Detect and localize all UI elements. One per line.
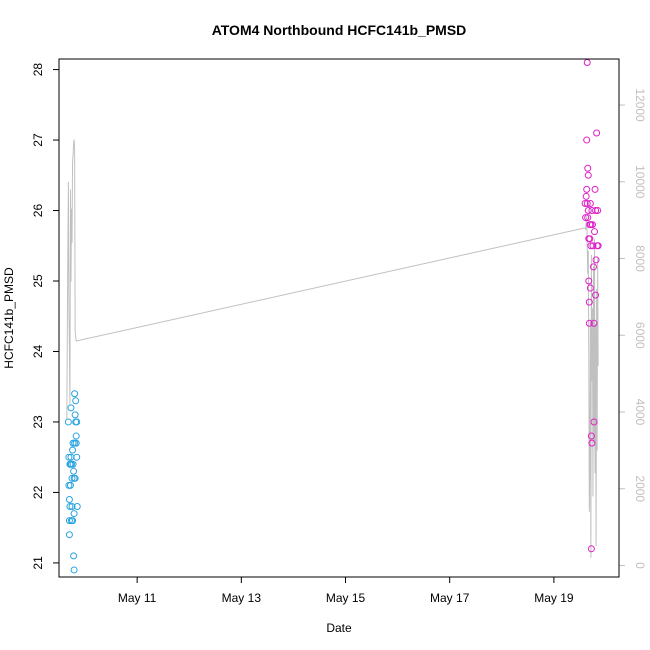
data-point: [69, 460, 77, 468]
data-point: [586, 235, 594, 243]
y-tick-label: 25: [31, 274, 45, 288]
data-point: [70, 552, 78, 560]
data-point: [72, 397, 80, 405]
data-point: [582, 192, 590, 200]
chart-title: ATOM4 Northbound HCFC141b_PMSD: [212, 22, 467, 38]
data-point: [584, 207, 592, 215]
data-point: [64, 418, 72, 426]
data-point: [65, 453, 73, 461]
y2-tick-label: 10000: [633, 165, 647, 199]
data-point: [72, 432, 80, 440]
y-tick-label: 21: [31, 556, 45, 570]
y-tick-label: 26: [31, 204, 45, 218]
data-point: [73, 503, 81, 511]
y2-tick-label: 0: [633, 562, 647, 569]
plot-frame: [58, 58, 620, 578]
data-point: [588, 221, 596, 229]
x-tick-label: May 17: [430, 591, 470, 605]
data-point: [591, 228, 599, 236]
data-point: [589, 242, 597, 250]
data-point: [66, 503, 74, 511]
data-point: [73, 418, 81, 426]
y-tick-label: 22: [31, 485, 45, 499]
data-point: [586, 284, 594, 292]
line-layer: [66, 139, 599, 558]
x-tick-label: May 19: [534, 591, 574, 605]
y2-tick-label: 4000: [633, 399, 647, 426]
data-point: [582, 214, 590, 222]
data-point: [590, 418, 598, 426]
y2-tick-label: 8000: [633, 245, 647, 272]
data-point: [592, 207, 600, 215]
data-point: [68, 474, 76, 482]
data-point: [593, 129, 601, 137]
data-point: [70, 467, 78, 475]
data-point: [69, 446, 77, 454]
data-point: [594, 207, 602, 215]
data-point: [583, 199, 591, 207]
data-point: [588, 439, 596, 447]
data-point: [591, 185, 599, 193]
data-point: [587, 545, 595, 553]
y-tick-label: 27: [31, 133, 45, 147]
y2-tick-label: 6000: [633, 322, 647, 349]
data-point: [589, 263, 597, 271]
points-layer: [64, 59, 602, 574]
data-point: [65, 517, 73, 525]
data-point: [67, 404, 75, 412]
data-point: [583, 136, 591, 144]
axes: May 11 May 13 May 15 May 17 May 19 21 22 23 24 25…: [31, 63, 647, 605]
y-axis-label: HCFC141b_PMSD: [2, 267, 16, 369]
x-tick-label: May 15: [326, 591, 366, 605]
data-point: [592, 291, 600, 299]
x-axis-label: Date: [326, 621, 352, 635]
data-point: [586, 199, 594, 207]
data-point: [66, 481, 74, 489]
y-tick-label: 28: [31, 63, 45, 77]
data-point: [584, 214, 592, 222]
data-point: [592, 256, 600, 264]
data-point: [585, 319, 593, 327]
data-point: [65, 495, 73, 503]
y2-tick-label: 2000: [633, 475, 647, 502]
data-point: [584, 164, 592, 172]
y-tick-label: 23: [31, 415, 45, 429]
line-series: [66, 139, 599, 558]
data-point: [584, 171, 592, 179]
data-point: [583, 59, 591, 67]
x-tick-label: May 11: [118, 591, 157, 605]
data-point: [69, 517, 77, 525]
data-point: [70, 510, 78, 518]
data-point: [71, 474, 79, 482]
data-point: [587, 432, 595, 440]
data-point: [583, 185, 591, 193]
data-point: [71, 411, 79, 419]
y-tick-label: 24: [31, 344, 45, 358]
y2-tick-label: 12000: [633, 88, 647, 122]
data-point: [68, 503, 76, 511]
data-point: [70, 566, 78, 574]
data-point: [594, 242, 602, 250]
data-point: [581, 199, 589, 207]
data-point: [585, 277, 593, 285]
x-tick-label: May 13: [222, 591, 262, 605]
data-point: [585, 298, 593, 306]
data-point: [71, 390, 79, 398]
data-point: [73, 453, 81, 461]
data-point: [590, 319, 598, 327]
data-point: [72, 439, 80, 447]
data-point: [65, 531, 73, 539]
